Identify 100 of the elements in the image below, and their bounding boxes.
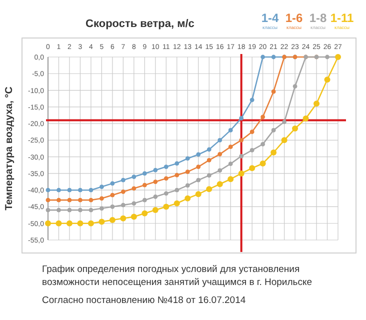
point [185,183,190,188]
point [184,195,191,202]
point [164,164,168,169]
point [142,171,147,176]
point [88,188,94,192]
y-axis-title: Температура воздуха, °С [4,86,15,210]
point [174,200,180,206]
point [132,174,136,179]
point [228,162,233,166]
point [153,194,158,199]
point [142,210,148,216]
point [228,176,234,182]
point [132,201,136,206]
point [216,181,223,188]
point [100,206,104,211]
point [163,204,170,210]
point [196,152,201,157]
point [239,116,244,120]
point [249,165,256,172]
point [66,220,72,226]
point [250,130,254,134]
point [325,54,330,60]
point [56,220,62,226]
point [302,116,309,122]
x-axis-title: Скорость ветра, м/с [86,18,194,30]
point [56,208,61,212]
point [164,191,168,196]
point [153,180,158,184]
point [78,188,82,192]
point [46,188,50,192]
point [271,89,276,94]
point [238,170,244,176]
point [196,178,201,182]
point [250,148,254,152]
point [271,54,276,60]
point [67,188,72,192]
point [88,198,94,202]
point [142,198,147,202]
point [78,208,82,212]
point [78,198,82,202]
point [218,138,222,142]
point [228,128,233,132]
point [185,170,190,174]
point [130,214,137,220]
point [110,181,115,186]
point [206,147,212,152]
point [110,192,115,198]
point [218,152,222,156]
point [132,186,136,191]
point [164,176,168,181]
point [88,220,94,226]
point [110,204,115,209]
point [45,220,51,226]
point [174,188,180,192]
point [56,198,61,202]
point [46,208,50,212]
point [271,128,276,132]
text: График определения погодных условий для установления возможности непосещения занятий учащимся в г. Норильске [42,264,312,288]
point [260,160,266,166]
point [281,137,288,144]
text: Согласно постановлению №418 от 16.07.2014 [42,295,246,306]
point [292,126,298,132]
point [109,217,116,224]
point [142,182,147,188]
point [120,215,126,222]
point [120,178,126,182]
point [260,142,266,146]
point [174,161,180,166]
point [67,208,72,212]
point [120,190,126,194]
point [88,208,94,212]
point [120,202,126,208]
point [239,154,244,158]
point [292,84,298,88]
point [56,188,61,192]
point [206,186,212,192]
point [270,149,277,156]
point [206,173,212,178]
point [218,168,222,173]
point [77,220,84,226]
point [100,196,104,201]
point [153,168,158,172]
point [185,156,190,161]
point [260,54,266,60]
point [98,218,105,225]
point [196,164,201,169]
point [174,172,180,178]
point [206,158,212,162]
point [228,144,233,150]
point [260,114,266,120]
point [195,191,202,198]
point [250,98,254,102]
point [324,76,330,83]
point [239,138,244,142]
point [46,198,50,202]
point [67,198,72,202]
point [152,207,158,214]
point [314,100,320,107]
point [100,184,104,189]
point [282,120,286,124]
